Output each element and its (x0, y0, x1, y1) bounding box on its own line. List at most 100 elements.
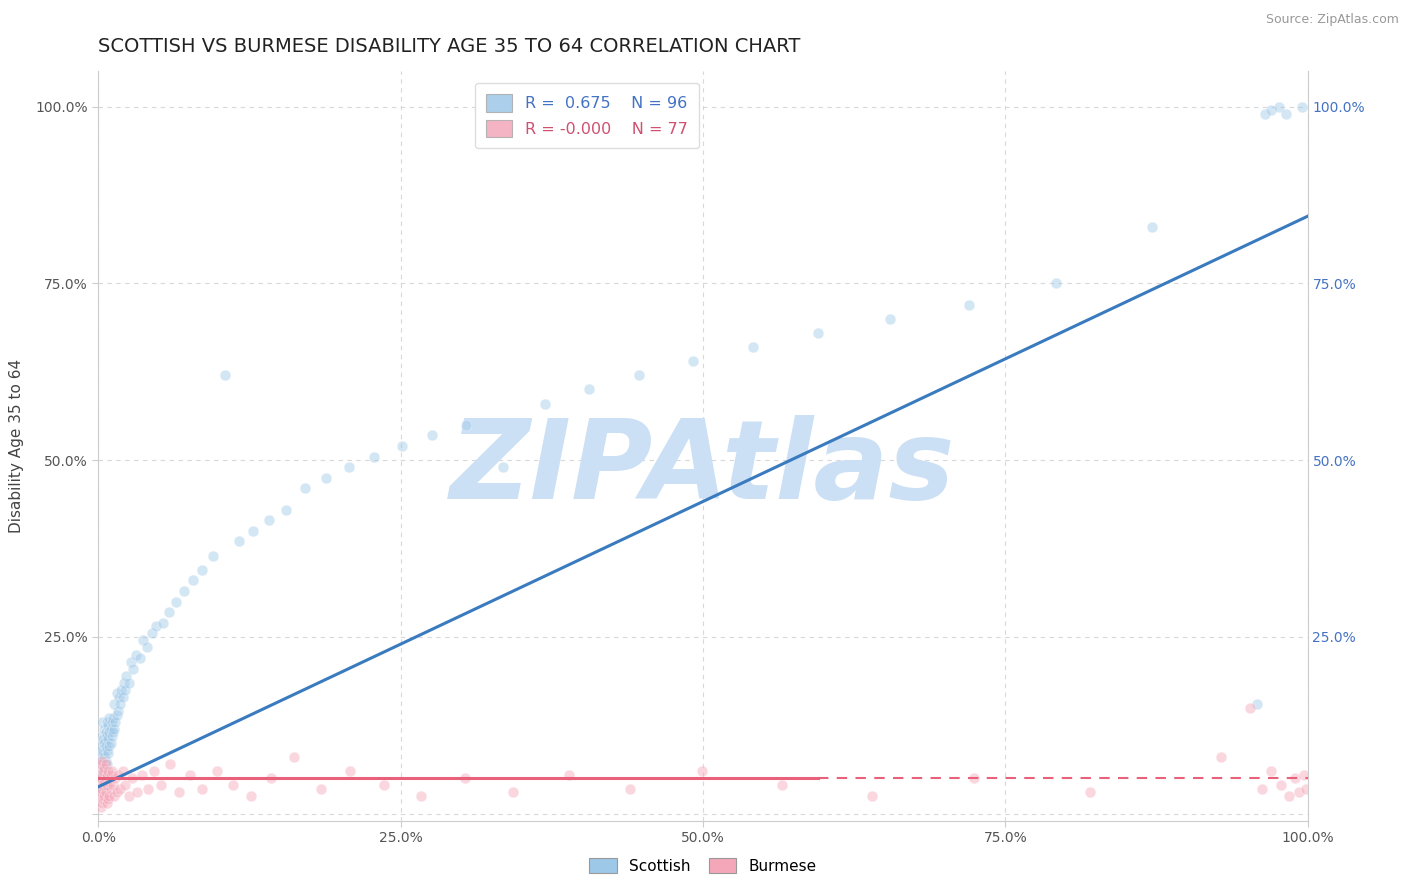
Point (373, 778, 395, 792)
Point (103, 722, 125, 736)
Point (770, 778, 793, 792)
Point (228, 534, 250, 549)
Point (94, 739, 117, 754)
Point (100, 722, 122, 736)
Point (90, 757, 112, 772)
Point (104, 714, 127, 729)
Point (492, 460, 515, 475)
Y-axis label: Disability Age 35 to 64: Disability Age 35 to 64 (10, 359, 24, 533)
Point (179, 767, 201, 781)
Point (1284, 771, 1306, 785)
Point (391, 439, 413, 453)
Point (100, 736, 122, 750)
Point (860, 789, 883, 803)
Point (627, 368, 650, 383)
Point (91, 796, 114, 810)
Point (420, 428, 443, 442)
Point (98, 774, 121, 789)
Point (96, 757, 118, 772)
Point (110, 682, 132, 697)
Point (1260, 103, 1282, 118)
Point (157, 605, 180, 619)
Point (105, 686, 128, 700)
Point (98, 711, 121, 725)
Point (1250, 781, 1272, 796)
Point (1246, 697, 1268, 711)
Point (173, 583, 195, 598)
Point (122, 662, 145, 676)
Point (1288, 785, 1310, 799)
Point (97, 747, 120, 761)
Point (108, 690, 131, 704)
Point (114, 778, 136, 792)
Point (339, 764, 361, 779)
Point (90, 754, 112, 768)
Point (118, 675, 141, 690)
Point (93, 774, 115, 789)
Point (578, 383, 600, 397)
Point (100, 781, 122, 796)
Point (96, 778, 118, 792)
Point (191, 563, 214, 577)
Point (221, 778, 243, 792)
Point (120, 655, 142, 669)
Point (90, 785, 112, 799)
Point (1254, 107, 1277, 121)
Legend: R =  0.675    N = 96, R = -0.000    N = 77: R = 0.675 N = 96, R = -0.000 N = 77 (475, 83, 699, 148)
Point (107, 704, 129, 718)
Text: SCOTTISH VS BURMESE DISABILITY AGE 35 TO 64 CORRELATION CHART: SCOTTISH VS BURMESE DISABILITY AGE 35 TO… (98, 37, 801, 56)
Point (94, 754, 117, 768)
Point (294, 482, 316, 496)
Point (242, 524, 264, 538)
Point (101, 725, 124, 739)
Point (94, 785, 117, 799)
Point (690, 764, 713, 779)
Point (91, 747, 114, 761)
Point (454, 417, 477, 432)
Point (274, 502, 297, 516)
Point (98, 725, 121, 739)
Point (89, 750, 111, 764)
Point (131, 767, 153, 781)
Point (91, 767, 114, 781)
Point (108, 697, 131, 711)
Point (145, 619, 167, 633)
Point (89, 761, 111, 775)
Point (112, 675, 135, 690)
Point (89, 778, 111, 792)
Point (100, 767, 122, 781)
Point (1295, 781, 1317, 796)
Point (141, 626, 163, 640)
Point (111, 690, 134, 704)
Point (100, 729, 122, 743)
Point (1239, 700, 1261, 714)
Point (96, 767, 118, 781)
Text: ZIPAtlas: ZIPAtlas (450, 415, 956, 522)
Point (111, 764, 134, 779)
Point (91, 778, 114, 792)
Point (127, 785, 149, 799)
Point (108, 781, 131, 796)
Point (132, 633, 155, 648)
Point (93, 722, 115, 736)
Point (100, 714, 122, 729)
Point (1267, 100, 1289, 114)
Point (682, 354, 704, 368)
Point (1275, 107, 1298, 121)
Point (89, 764, 111, 779)
Point (879, 311, 901, 326)
Point (97, 792, 120, 806)
Point (807, 326, 830, 340)
Point (97, 764, 120, 779)
Point (90, 799, 112, 814)
Point (1140, 219, 1163, 234)
Point (558, 767, 581, 781)
Point (128, 651, 150, 665)
Point (89, 789, 111, 803)
Point (411, 789, 433, 803)
Point (1260, 764, 1282, 779)
Point (135, 640, 157, 655)
Point (96, 796, 118, 810)
Point (1278, 789, 1301, 803)
Point (93, 764, 115, 779)
